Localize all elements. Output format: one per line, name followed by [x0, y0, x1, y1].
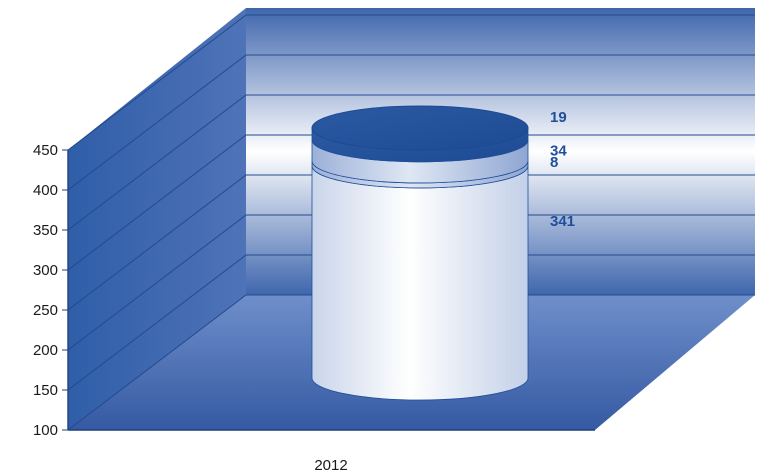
- gridline: [67, 214, 755, 351]
- gridlines: [62, 14, 755, 431]
- data-label-third: 8: [550, 154, 558, 171]
- gridline: [67, 94, 755, 231]
- y-tick-label: 300: [33, 262, 58, 279]
- gridline: [67, 294, 755, 431]
- y-tick-label: 100: [33, 422, 58, 439]
- y-tick-label: 250: [33, 302, 58, 319]
- data-label-base: 341: [550, 213, 575, 230]
- cylinder-segment-0: [311, 165, 529, 401]
- cylinder-top-cap: [311, 105, 529, 151]
- gridline: [67, 134, 755, 271]
- y-tick-label: 450: [33, 142, 58, 159]
- data-label-top: 19: [550, 109, 567, 126]
- gridline: [67, 54, 755, 191]
- data-labels: 19 34 8 341: [550, 109, 575, 230]
- gridline: [67, 14, 755, 151]
- stacked-cylinder: [311, 105, 529, 401]
- y-axis: 450 400 350 300 250 200 150 100: [33, 142, 58, 439]
- gridline: [67, 254, 755, 391]
- y-tick-label: 400: [33, 182, 58, 199]
- y-tick-label: 350: [33, 222, 58, 239]
- x-category-label: 2012: [314, 457, 347, 474]
- side-wall: [68, 8, 246, 430]
- gridline: [67, 174, 755, 311]
- y-tick-label: 200: [33, 342, 58, 359]
- y-tick-label: 150: [33, 382, 58, 399]
- data-label-second: 34: [550, 142, 567, 159]
